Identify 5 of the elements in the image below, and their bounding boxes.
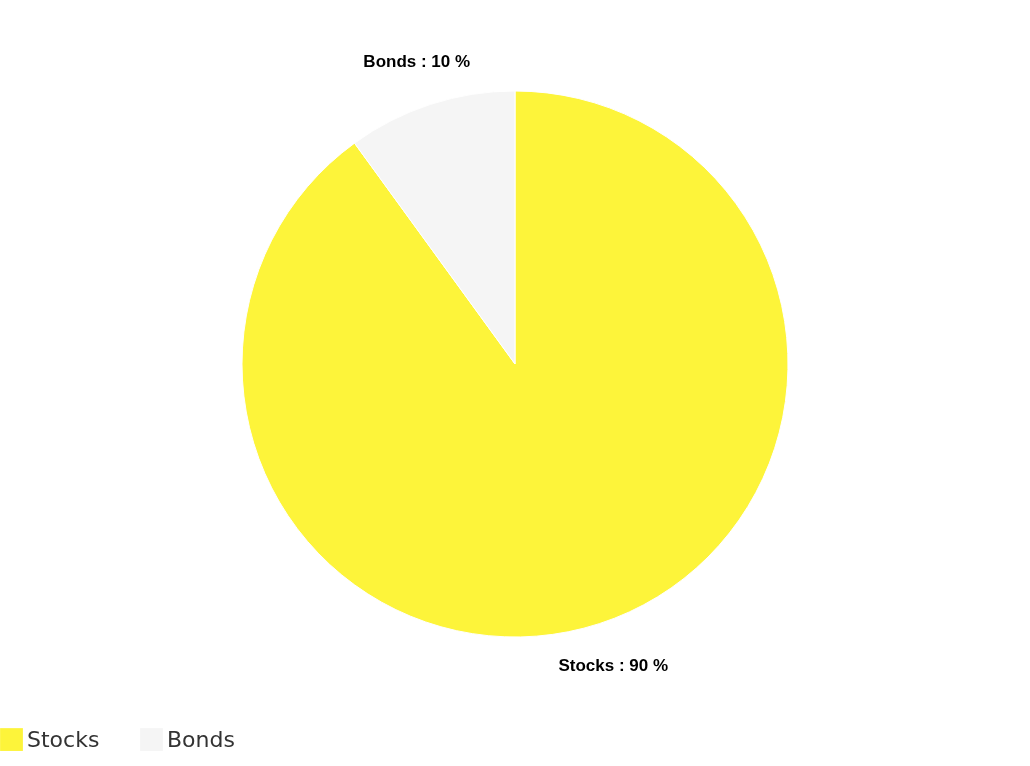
legend-label: Stocks bbox=[27, 726, 100, 752]
legend-label: Bonds bbox=[167, 726, 235, 752]
data-label: Bonds : 10 % bbox=[363, 51, 471, 71]
pie-slice bbox=[241, 90, 789, 638]
data-label: Stocks : 90 % bbox=[558, 656, 669, 676]
